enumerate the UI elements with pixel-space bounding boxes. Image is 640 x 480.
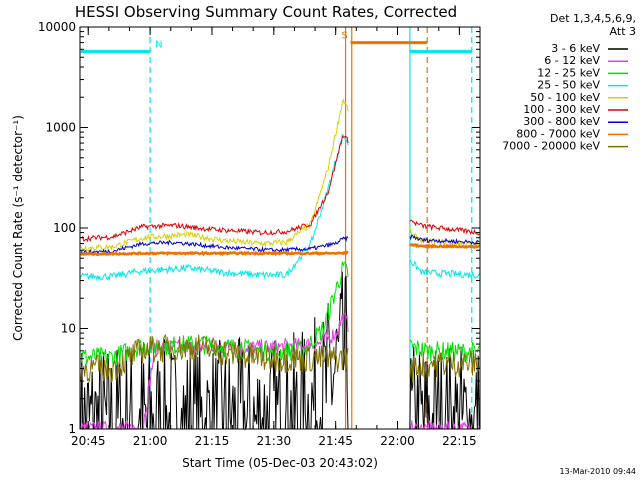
series-layer [80,97,480,431]
x-tick-label: 21:15 [195,434,230,448]
series-line-300-800-kev-part-1 [80,235,349,255]
series-line-100-300-kev-part-2 [409,219,480,236]
series-line-300-800-kev-part-2 [409,234,480,245]
series-line-100-300-kev-part-1 [80,135,349,243]
series-line-800-7000-kev-part-1 [80,250,349,257]
x-tick-label: 20:45 [71,434,106,448]
flag-label: N [155,40,162,51]
x-tick-label: 21:30 [257,434,292,448]
axes-layer: 20:45 21:00 21:15 21:30 21:45 22:00 22:15 1 10 10… [38,20,480,448]
x-tick-label: 21:45 [318,434,353,448]
series-line-7000-20000-kev-part-1 [80,333,349,384]
legend-label-300-800-kev: 300 - 800 keV [523,115,600,128]
legend-label-6-12-kev: 6 - 12 keV [544,54,600,67]
legend-label-3-6-kev: 3 - 6 keV [551,42,600,55]
x-tick-label: 21:00 [133,434,168,448]
series-line-7000-20000-kev-part-2 [409,349,480,383]
x-axis-label: Start Time (05-Dec-03 20:43:02) [182,456,378,470]
series-line-800-7000-kev-part-2 [409,242,480,250]
legend-label-7000-20000-kev: 7000 - 20000 keV [502,140,600,153]
flags-layer: NS [80,31,472,54]
y-axis-label: Corrected Count Rate (s⁻¹ detector⁻¹) [11,115,25,341]
series-line-25-50-kev-part-1 [80,133,349,282]
chart-title: HESSI Observing Summary Count Rates, Cor… [75,3,457,21]
legend-label-800-7000-kev: 800 - 7000 keV [516,127,600,140]
x-tick-label: 22:15 [442,434,477,448]
legend-title-line-1: Det 1,3,4,5,6,9, [550,12,636,25]
series-line-25-50-kev-part-2 [409,259,480,279]
legend-label-50-100-kev: 50 - 100 keV [530,91,600,104]
flag-label: S [342,31,348,42]
legend-label-12-25-kev: 12 - 25 keV [537,66,600,79]
y-tick-label: 10000 [38,20,76,34]
y-tick-label: 100 [53,221,76,235]
legend-label-25-50-kev: 25 - 50 keV [537,79,600,92]
y-tick-label: 1000 [45,121,76,135]
series-line-12-25-kev-part-2 [409,339,480,363]
legend-label-100-300-kev: 100 - 300 keV [523,103,600,116]
timestamp-footer: 13-Mar-2010 09:44 [560,467,637,476]
x-tick-label: 22:00 [380,434,415,448]
series-line-50-100-kev-part-1 [80,97,349,252]
y-tick-label: 1 [68,422,76,436]
y-tick-label: 10 [61,322,76,336]
legend-title-line-2: Att 3 [610,25,636,38]
